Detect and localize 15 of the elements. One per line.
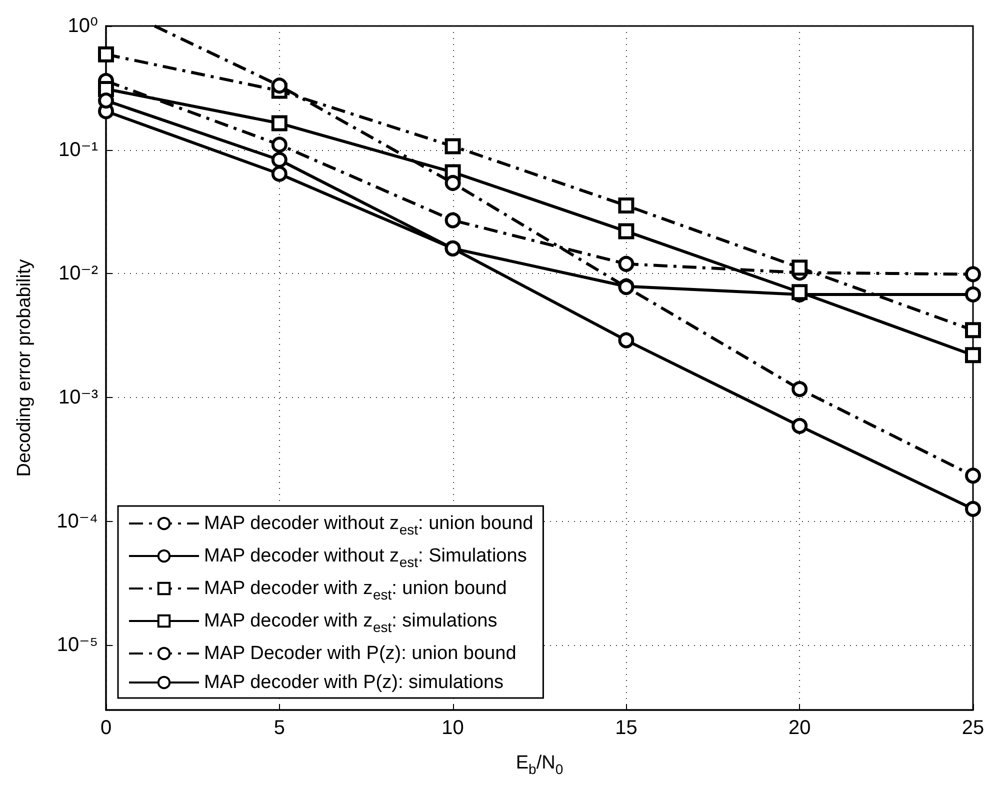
legend-label: MAP decoder with P(z): simulations (204, 672, 504, 693)
x-tick-label: 20 (788, 717, 811, 739)
x-tick-label: 5 (274, 717, 285, 739)
x-tick-label: 0 (100, 717, 112, 739)
x-tick-label: 25 (962, 717, 984, 739)
y-tick-label: 10⁻⁴ (56, 510, 98, 532)
y-tick-label: 10⁻⁵ (56, 634, 98, 656)
x-tick-label: 10 (442, 717, 464, 739)
y-tick-label: 10⁻² (58, 262, 98, 285)
legend-label: MAP Decoder with P(z): union bound (204, 643, 516, 664)
y-axis-title: Decoding error probability (14, 258, 35, 477)
y-tick-label: 10⁰ (68, 15, 98, 37)
y-tick-label: 10⁻³ (58, 386, 98, 409)
x-tick-label: 15 (615, 717, 638, 739)
y-tick-label: 10⁻¹ (58, 138, 98, 161)
